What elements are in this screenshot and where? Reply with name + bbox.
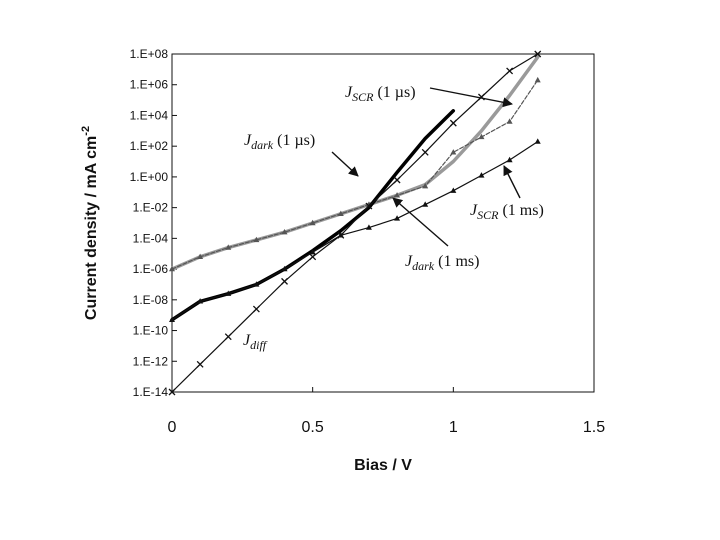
data-point-jscr_1ms xyxy=(450,187,457,193)
data-point-jscr_1ms xyxy=(394,215,401,221)
data-point-jscr_1ms xyxy=(422,201,429,207)
series-jscr_1ms xyxy=(169,138,541,322)
data-point-jdiff xyxy=(309,253,317,261)
annotation-jscr_1us: JSCR (1 µs) xyxy=(345,84,416,104)
annotation-jdiff-subscript: diff xyxy=(250,338,268,352)
y-tick-label: 1.E-10 xyxy=(133,324,169,338)
annotation-jdark_1ms-condition: (1 ms) xyxy=(434,253,479,270)
data-point-jscr_1us xyxy=(422,182,429,189)
data-point-jdiff xyxy=(168,388,176,396)
data-point-jdiff xyxy=(421,148,429,156)
series-jdark_1us xyxy=(170,55,540,271)
annotation-jscr_1ms: JSCR (1 ms) xyxy=(470,202,544,222)
y-tick-label: 1.E-14 xyxy=(133,385,169,399)
data-point-jscr_1ms xyxy=(281,265,288,272)
y-tick-label: 1.E-06 xyxy=(133,262,169,276)
data-point-jscr_1us xyxy=(394,192,401,198)
annotation-jscr_1ms-subscript: SCR xyxy=(477,208,499,222)
data-point-jdiff xyxy=(393,176,401,184)
annotation-jdark_1us: Jdark (1 µs) xyxy=(244,132,315,152)
data-point-jdiff xyxy=(252,305,260,313)
annotation-jdark_1ms-subscript: dark xyxy=(412,259,435,273)
annotation-jdiff-symbol: J xyxy=(243,332,251,349)
data-point-jdiff xyxy=(337,231,345,239)
x-tick-label: 0 xyxy=(168,419,177,436)
data-point-jscr_1us xyxy=(197,253,204,259)
series-layer xyxy=(168,50,542,396)
data-point-jscr_1ms xyxy=(169,316,175,322)
data-point-jdiff xyxy=(224,333,232,341)
data-point-jscr_1us xyxy=(281,229,288,235)
x-tick-label: 0.5 xyxy=(302,419,324,436)
data-point-jscr_1us xyxy=(309,219,316,226)
data-point-jscr_1ms xyxy=(478,172,485,178)
y-tick-label: 1.E+08 xyxy=(130,47,169,61)
annotation-jdark_1us-condition: (1 µs) xyxy=(273,132,315,149)
data-point-jscr_1us xyxy=(337,210,344,216)
data-point-jscr_1us xyxy=(253,236,260,243)
annotation-jscr_1ms-condition: (1 ms) xyxy=(498,202,543,219)
series-line-jscr_1us xyxy=(171,79,539,270)
plot-frame xyxy=(171,53,595,393)
data-point-jscr_1us xyxy=(534,76,541,83)
series-line-jdiff xyxy=(171,53,539,393)
data-point-jscr_1ms xyxy=(225,290,232,296)
y-tick-label: 1.E+02 xyxy=(130,139,169,153)
data-point-jscr_1us xyxy=(225,244,232,250)
data-point-jdiff xyxy=(449,119,457,127)
data-point-jdiff xyxy=(506,67,514,75)
data-point-jdiff xyxy=(281,277,288,285)
y-tick-label: 1.E-02 xyxy=(133,201,169,215)
annotation-arrow-jdark_1us xyxy=(331,151,359,177)
annotation-jscr_1us-condition: (1 µs) xyxy=(373,84,415,101)
y-tick-label: 1.E+06 xyxy=(130,78,169,92)
data-point-jscr_1ms xyxy=(197,298,204,304)
data-point-jscr_1us xyxy=(169,265,175,272)
annotation-arrow-jscr_1us xyxy=(429,87,513,108)
y-axis-title: Current density / mA cm-2 xyxy=(80,126,100,320)
x-axis-title: Bias / V xyxy=(354,457,412,474)
data-point-jdiff xyxy=(365,202,373,210)
data-point-jdiff xyxy=(196,360,204,368)
data-point-jscr_1ms xyxy=(253,281,260,287)
y-tick-label: 1.E+00 xyxy=(130,170,169,184)
series-jdiff xyxy=(168,50,542,396)
annotation-arrow-jdark_1ms xyxy=(392,197,449,247)
annotation-jdark_1ms-symbol: J xyxy=(405,253,413,270)
data-point-jscr_1ms xyxy=(365,224,372,230)
y-axis-title-superscript: -2 xyxy=(80,126,92,136)
y-tick-label: 1.E+04 xyxy=(130,108,169,122)
annotation-jdark_1us-symbol: J xyxy=(244,132,252,149)
annotation-jscr_1us-symbol: J xyxy=(345,84,353,101)
x-axis-ticks: 0 0.5 1 1.5 xyxy=(168,387,605,436)
series-line-jscr_1ms xyxy=(171,141,539,321)
data-point-jdiff xyxy=(534,50,542,58)
annotation-arrow-jscr_1ms xyxy=(503,165,521,199)
x-tick-label: 1 xyxy=(449,419,458,436)
data-point-jscr_1us xyxy=(478,133,485,140)
data-point-jscr_1us xyxy=(506,118,513,124)
y-axis-title-main: Current density / mA cm xyxy=(83,136,100,320)
annotation-jscr_1us-subscript: SCR xyxy=(352,90,374,104)
annotation-jdiff: Jdiff xyxy=(243,332,268,352)
data-point-jscr_1ms xyxy=(309,248,316,255)
y-tick-label: 1.E-08 xyxy=(133,293,169,307)
data-point-jscr_1ms xyxy=(506,156,513,163)
y-tick-label: 1.E-04 xyxy=(133,231,169,245)
y-axis-ticks: 1.E+08 1.E+06 1.E+04 1.E+02 1.E+00 1.E-02 1.E-… xyxy=(130,47,177,399)
y-tick-label: 1.E-12 xyxy=(133,354,169,368)
annotation-jdark_1ms: Jdark (1 ms) xyxy=(405,253,479,273)
annotation-jscr_1ms-symbol: J xyxy=(470,202,478,219)
annotation-layer: JSCR (1 µs)Jdark (1 µs)JSCR (1 ms)Jdark … xyxy=(243,84,544,352)
series-line-jdark_1us xyxy=(170,55,540,271)
annotation-jdark_1us-subscript: dark xyxy=(251,138,274,152)
x-tick-label: 1.5 xyxy=(583,419,605,436)
data-point-jscr_1us xyxy=(450,149,457,155)
data-point-jscr_1ms xyxy=(534,138,541,144)
series-jscr_1us xyxy=(169,76,541,272)
